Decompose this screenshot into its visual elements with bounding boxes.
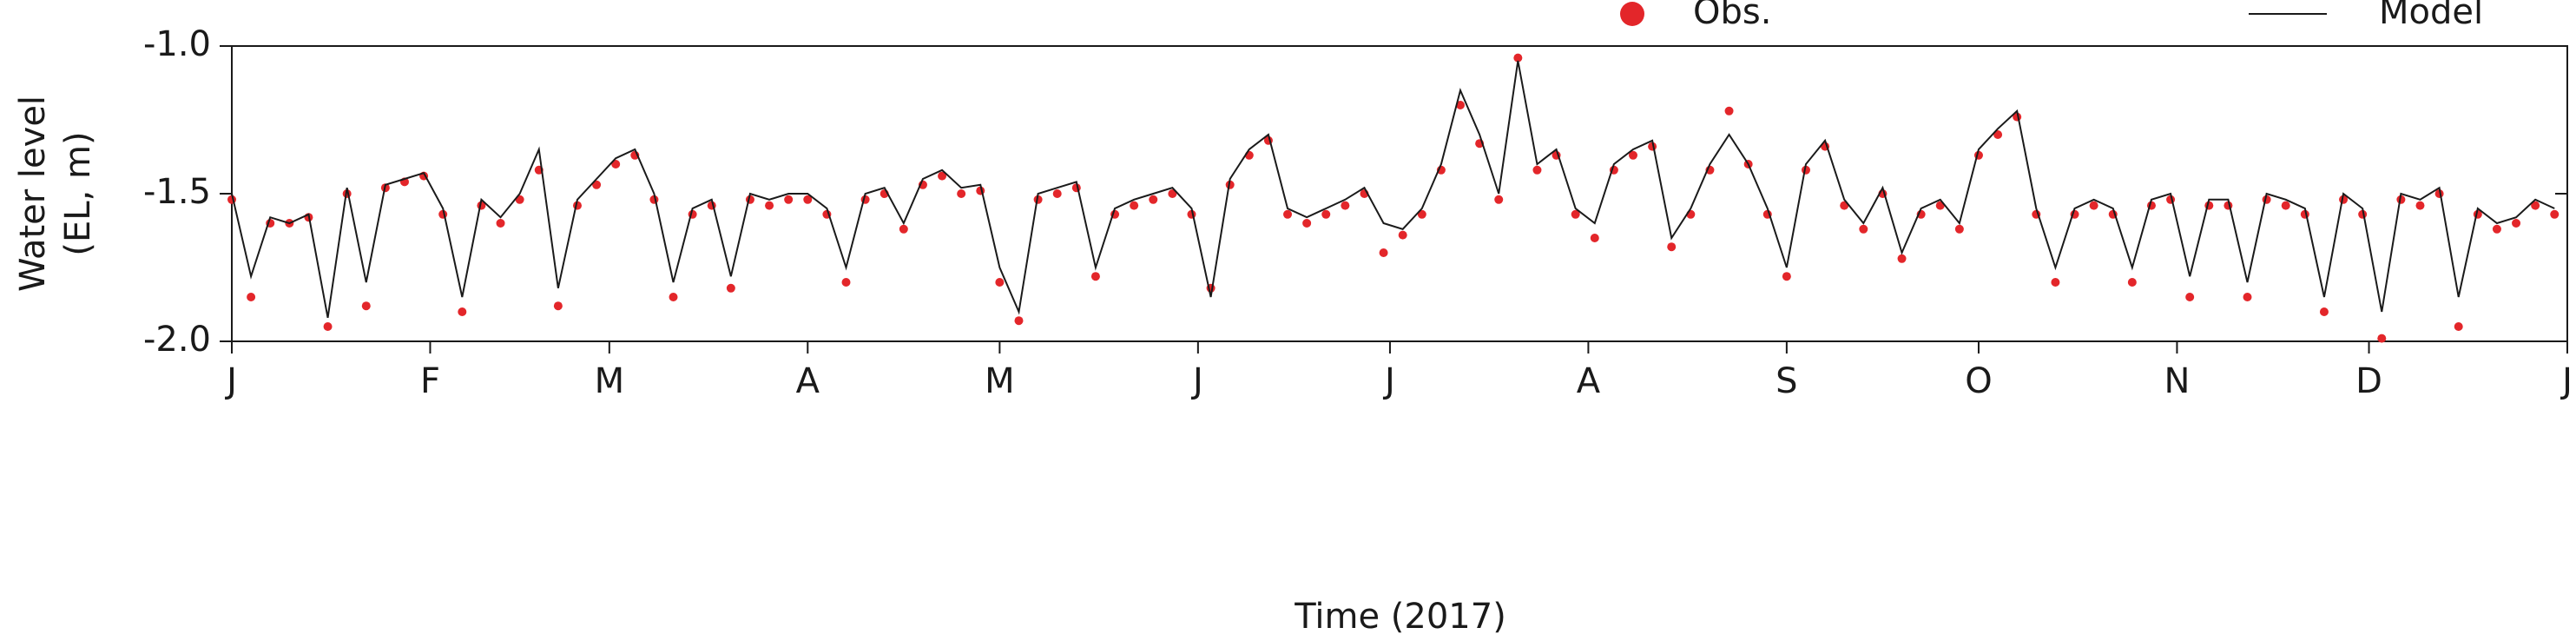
obs-point: [957, 189, 966, 198]
y-tick-label: -1.5: [143, 172, 211, 212]
obs-point: [2531, 201, 2540, 210]
obs-point: [2243, 293, 2252, 301]
obs-point: [1090, 272, 1100, 281]
obs-point: [784, 195, 794, 204]
obs-point: [1513, 53, 1523, 63]
obs-point: [1052, 189, 1062, 198]
obs-point: [1417, 209, 1426, 219]
model-line: [231, 60, 2555, 318]
obs-point: [1456, 101, 1466, 109]
y-tick-label: -1.0: [143, 24, 211, 64]
obs-point: [841, 278, 851, 287]
y-tick-label: -2.0: [143, 320, 211, 360]
legend-label: Obs.: [1693, 0, 1771, 32]
x-tick-label: M: [985, 361, 1015, 401]
legend-label: Model: [2379, 0, 2483, 32]
x-tick-label: D: [2355, 361, 2382, 401]
x-tick-label: A: [1577, 361, 1601, 401]
obs-point: [2377, 334, 2387, 343]
obs-point: [803, 195, 813, 204]
obs-point: [1283, 209, 1293, 219]
obs-point: [1993, 130, 2003, 139]
x-tick-label: S: [1776, 361, 1797, 401]
obs-point: [2512, 219, 2521, 228]
obs-point: [938, 171, 947, 181]
x-axis-label: Time (2017): [1294, 597, 1506, 637]
obs-point: [2492, 224, 2501, 234]
obs-point: [2185, 293, 2195, 301]
obs-point: [2319, 307, 2329, 316]
x-tick-label: A: [796, 361, 820, 401]
obs-point: [2415, 201, 2425, 210]
legend-marker: [1620, 2, 1644, 26]
obs-point: [1571, 209, 1580, 219]
obs-point: [2550, 209, 2560, 219]
obs-point: [2127, 278, 2137, 287]
obs-point: [669, 293, 678, 301]
obs-point: [1629, 150, 1637, 160]
obs-point: [247, 293, 256, 301]
obs-point: [1014, 316, 1024, 326]
obs-point: [1130, 201, 1139, 210]
obs-point: [2051, 278, 2060, 287]
obs-point: [1379, 248, 1388, 257]
obs-point: [1782, 272, 1791, 281]
obs-point: [323, 322, 333, 331]
obs-point: [1532, 165, 1542, 175]
x-tick-label: M: [595, 361, 625, 401]
obs-point: [1590, 234, 1599, 242]
x-tick-label: J: [1190, 361, 1203, 401]
obs-point: [361, 301, 371, 311]
obs-point: [1667, 242, 1677, 252]
x-tick-label: J: [1382, 361, 1395, 401]
obs-point: [765, 201, 774, 210]
obs-point: [2089, 201, 2098, 210]
obs-point: [1341, 201, 1350, 210]
obs-point: [2281, 201, 2290, 210]
obs-point: [1859, 224, 1868, 234]
obs-point: [553, 301, 563, 311]
x-tick-label: O: [1965, 361, 1992, 401]
obs-point: [1149, 195, 1158, 204]
y-axis-label: Water level: [13, 96, 53, 292]
obs-point: [496, 219, 505, 228]
obs-point: [1398, 230, 1407, 240]
obs-point: [2454, 322, 2463, 331]
x-tick-label: N: [2164, 361, 2190, 401]
obs-point: [899, 224, 908, 234]
obs-point: [726, 283, 735, 293]
x-tick-label: F: [420, 361, 440, 401]
obs-point: [458, 307, 467, 316]
x-tick-label: J: [2560, 361, 2573, 401]
y-axis-label: (EL, m): [58, 131, 98, 255]
obs-point: [592, 180, 602, 189]
x-tick-label: J: [224, 361, 237, 401]
obs-point: [1724, 106, 1734, 116]
obs-point: [1168, 189, 1177, 198]
obs-point: [995, 278, 1005, 287]
obs-point: [1321, 209, 1331, 219]
obs-point: [1302, 219, 1312, 228]
obs-point: [611, 160, 621, 169]
obs-point: [1494, 195, 1504, 204]
obs-point: [1897, 254, 1907, 263]
obs-point: [1954, 224, 1964, 234]
